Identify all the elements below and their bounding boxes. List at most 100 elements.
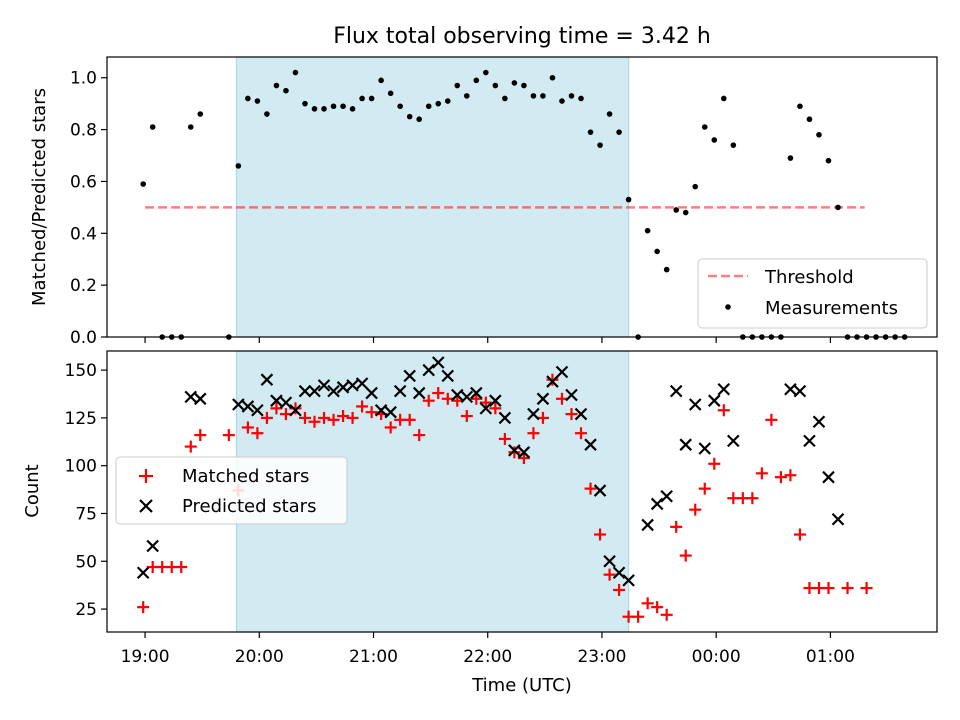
measurement-point <box>511 80 518 86</box>
legend-predicted-swatch <box>139 499 153 513</box>
matched-star-point <box>765 413 778 426</box>
matched-star-point <box>413 429 426 442</box>
top-y-axis-label: Matched/Predicted stars <box>29 88 50 306</box>
measurement-point <box>340 103 346 110</box>
measurement-point <box>530 93 537 99</box>
predicted-star-point <box>517 446 531 459</box>
predicted-star-point <box>679 438 692 451</box>
matched-star-point <box>175 561 188 574</box>
matched-star-point <box>660 608 673 621</box>
matched-star-point <box>632 610 645 623</box>
predicted-star-point <box>546 375 559 388</box>
predicted-star-point <box>584 438 597 451</box>
measurement-point <box>606 111 613 117</box>
predicted-star-point <box>136 566 150 580</box>
matched-star-point <box>860 582 873 595</box>
measurement-point <box>835 204 841 211</box>
predicted-star-point <box>194 392 207 406</box>
matched-star-point <box>594 528 607 541</box>
predicted-star-point <box>450 388 464 402</box>
measurement-point <box>625 196 632 203</box>
matched-star-point <box>555 392 568 405</box>
measurement-point <box>416 116 423 123</box>
measurement-point <box>149 124 156 130</box>
matched-star-point <box>755 467 768 480</box>
predicted-star-point <box>412 386 426 400</box>
shaded-region <box>235 56 630 338</box>
measurement-point <box>806 116 813 123</box>
measurement-point <box>692 183 699 190</box>
predicted-star-point <box>727 434 740 448</box>
predicted-star-point <box>527 407 540 421</box>
measurement-point <box>359 95 365 102</box>
top-panel: 0.0 0.2 0.4 0.6 0.8 1.0 Matched/Predicted sta… <box>29 56 938 348</box>
top-ytick-label: 0.0 <box>70 328 97 348</box>
legend-matched-swatch <box>139 469 153 483</box>
bottom-axes-frame <box>106 350 938 633</box>
xtick-label: 20:00 <box>235 647 284 667</box>
predicted-star-point <box>641 518 654 532</box>
measurement-point <box>673 207 679 213</box>
predicted-star-point <box>603 554 616 568</box>
matched-star-point <box>222 429 235 442</box>
matched-star-point <box>841 582 854 595</box>
matched-star-point <box>356 400 369 413</box>
top-legend: Threshold Measurements <box>697 258 928 329</box>
measurement-point <box>444 98 451 104</box>
matched-star-point <box>337 409 350 422</box>
measurement-point <box>349 106 356 112</box>
matched-star-point <box>508 446 521 459</box>
top-ytick-label: 0.8 <box>70 121 97 141</box>
bottom-ytick-label: 125 <box>65 409 97 429</box>
xtick-label: 00:00 <box>692 647 741 667</box>
matched-star-point <box>327 413 340 426</box>
top-legend-box <box>697 258 928 329</box>
measurement-point <box>245 95 251 102</box>
legend-predicted-label: Predicted stars <box>182 496 316 517</box>
measurement-point <box>825 157 832 164</box>
predicted-star-point <box>803 434 816 448</box>
predicted-star-point <box>460 390 474 404</box>
matched-star-point <box>546 373 559 386</box>
predicted-star-point <box>403 369 416 383</box>
predicted-star-point <box>793 384 807 398</box>
predicted-star-point <box>536 392 550 406</box>
predicted-star-point <box>251 403 264 417</box>
predicted-star-point <box>707 394 721 407</box>
measurement-point <box>273 82 280 89</box>
bottom-legend-box <box>115 456 348 525</box>
measurement-point <box>540 93 546 99</box>
predicted-star-point <box>822 470 835 484</box>
measurement-point <box>330 103 337 110</box>
predicted-star-point <box>184 390 198 404</box>
measurement-point <box>254 98 261 104</box>
legend-measurements-label: Measurements <box>765 298 898 319</box>
predicted-star-point <box>441 369 455 383</box>
predicted-star-point <box>327 384 340 398</box>
measurement-point <box>368 95 375 102</box>
predicted-star-point <box>498 411 512 425</box>
predicted-star-point <box>489 394 502 407</box>
predicted-star-point <box>374 403 388 417</box>
bottom-ytick-label: 25 <box>75 600 97 620</box>
predicted-star-point <box>431 356 445 369</box>
predicted-star-point <box>698 442 712 455</box>
matched-star-point <box>689 503 702 516</box>
matched-star-point <box>470 392 483 405</box>
matched-star-point <box>260 411 273 424</box>
matched-star-point <box>698 482 711 495</box>
measurement-point <box>283 87 289 94</box>
matched-star-point <box>251 427 264 440</box>
measurement-point <box>454 82 461 89</box>
measurement-point <box>187 124 194 130</box>
measurement-point <box>559 98 565 104</box>
predicted-star-point <box>279 396 293 409</box>
measurement-point <box>654 248 660 255</box>
predicted-star-point <box>660 490 673 503</box>
xtick-label: 21:00 <box>349 647 398 667</box>
matched-star-point <box>289 402 302 415</box>
predicted-star-point <box>355 377 369 390</box>
matched-star-point <box>784 469 797 482</box>
measurement-point <box>663 266 670 273</box>
matched-star-point <box>651 601 664 614</box>
